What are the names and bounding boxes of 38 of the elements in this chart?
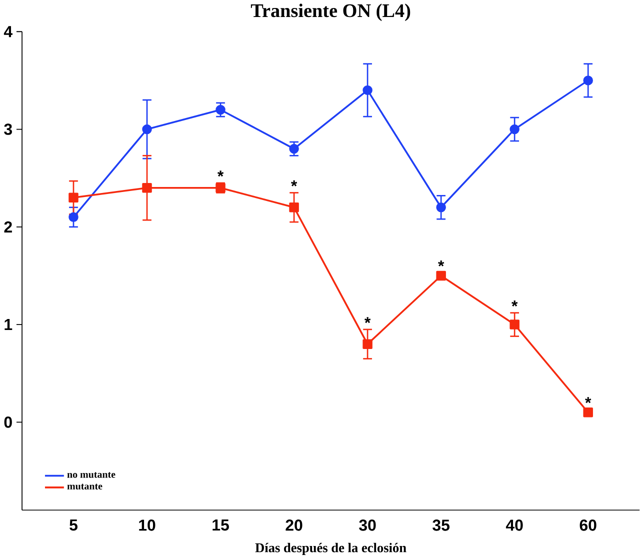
x-axis-title: Días después de la eclosión	[255, 543, 406, 556]
x-tick-label: 20	[286, 520, 302, 531]
x-tick-label: 40	[506, 520, 523, 531]
annotation: *	[364, 317, 371, 324]
annotation: *	[438, 260, 444, 267]
point	[289, 144, 299, 154]
x-tick-label: 15	[212, 520, 229, 531]
y-tick-label: 1	[4, 319, 12, 330]
y-tick-label: 0	[4, 416, 12, 428]
x-tick-label: 10	[139, 520, 156, 531]
point	[289, 202, 299, 212]
annotation: *	[585, 397, 592, 404]
point	[68, 192, 78, 203]
legend-label: mutante	[67, 484, 102, 490]
point	[510, 320, 520, 330]
point	[583, 408, 593, 418]
point	[583, 76, 593, 86]
point	[68, 212, 78, 222]
annotation: *	[217, 170, 224, 177]
annotation: *	[290, 180, 298, 187]
x-tick-label: 30	[359, 520, 376, 532]
point	[436, 271, 446, 281]
x-tick-label: 60	[580, 520, 596, 531]
point	[510, 124, 520, 134]
point	[362, 339, 372, 350]
legend-label: no mutante	[67, 472, 116, 478]
point	[362, 85, 372, 96]
x-tick-label: 5	[70, 520, 78, 531]
y-tick-label: 4	[4, 26, 12, 38]
point	[142, 183, 152, 193]
point	[436, 202, 446, 212]
chart-title: Transiente ON (L4)	[250, 4, 410, 22]
point	[216, 105, 226, 115]
annotation: *	[512, 300, 518, 307]
x-tick-label: 35	[432, 520, 450, 532]
y-tick-label: 3	[4, 124, 12, 136]
y-tick-label: 2	[4, 221, 12, 233]
point	[142, 124, 152, 134]
